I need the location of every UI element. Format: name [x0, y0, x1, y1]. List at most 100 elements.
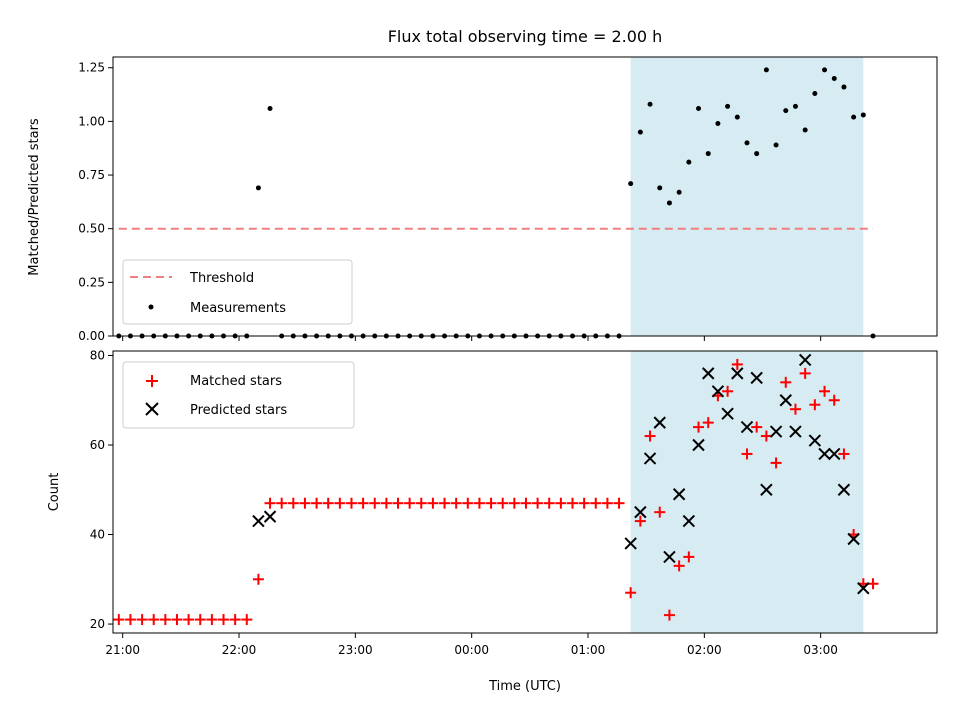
x-tick-label: 01:00: [571, 643, 606, 657]
bottom-panel: 20 40 60 80 21:00 22:00 23:00 00:00 01:00 02:00 0…: [47, 348, 938, 694]
matched-star-point: [828, 394, 840, 406]
matched-star-point: [450, 497, 462, 509]
matched-star-point: [601, 497, 613, 509]
matched-star-point: [555, 497, 567, 509]
predicted-star-point: [760, 483, 773, 496]
matched-star-point: [654, 506, 666, 518]
chart-title: Flux total observing time = 2.00 h: [388, 27, 663, 46]
measurement-point: [792, 103, 798, 109]
matched-star-point: [206, 614, 218, 626]
matched-star-point: [171, 614, 183, 626]
predicted-star-point: [624, 537, 637, 550]
predicted-star-point: [672, 488, 686, 501]
matched-star-point: [241, 614, 253, 626]
top-y-tick-label: 0.75: [78, 168, 105, 182]
matched-star-point: [838, 448, 850, 460]
matched-star-point: [392, 497, 404, 509]
top-y-tick-label: 1.00: [78, 114, 105, 128]
predicted-star-point: [721, 407, 734, 420]
measurement-point: [715, 121, 721, 127]
measurement-point: [754, 151, 760, 157]
matched-star-point: [634, 515, 646, 527]
bottom-axes-frame: [112, 350, 938, 634]
measurement-point: [657, 185, 663, 191]
predicted-star-point: [252, 514, 265, 528]
matched-star-point: [311, 497, 323, 509]
bottom-shaded-span: [630, 351, 864, 633]
matched-star-point: [497, 497, 509, 509]
matched-star-point: [148, 614, 160, 626]
predicted-star-point: [692, 438, 705, 452]
measurement-point: [628, 181, 634, 187]
matched-star-point: [809, 399, 821, 411]
top-y-tick-label: 0.50: [78, 222, 105, 236]
legend-matched-swatch: [146, 375, 158, 387]
matched-star-point: [625, 587, 637, 599]
measurement-point: [812, 90, 818, 96]
measurement-point: [802, 127, 808, 133]
matched-star-point: [751, 421, 763, 433]
matched-star-point: [357, 497, 369, 509]
matched-star-point: [322, 497, 334, 509]
matched-star-point: [819, 385, 831, 397]
matched-star-point: [520, 497, 532, 509]
bottom-legend: Matched stars Predicted stars: [122, 361, 355, 429]
measurement-point: [255, 185, 261, 191]
predicted-star-point: [769, 425, 783, 438]
matched-star-point: [415, 497, 427, 509]
predicted-star-point: [263, 510, 277, 523]
top-y-ticks: 0.00 0.25 0.50 0.75 1.00 1.25: [78, 61, 113, 343]
top-y-axis-label: Matched/Predicted stars: [27, 118, 42, 276]
matched-star-point: [334, 497, 346, 509]
bottom-y-tick-label: 80: [90, 348, 105, 362]
matched-stars-points: [113, 358, 879, 626]
x-tick-label: 21:00: [105, 643, 140, 657]
bottom-legend-box: [122, 361, 355, 429]
matched-star-point: [760, 430, 772, 442]
legend-predicted-swatch: [145, 402, 159, 416]
matched-star-point: [473, 497, 485, 509]
top-y-tick-label: 0.25: [78, 275, 105, 289]
matched-star-point: [578, 497, 590, 509]
predicted-star-point: [789, 425, 802, 438]
top-axes-frame: [112, 56, 938, 337]
measurement-point: [666, 200, 672, 206]
top-shaded-span: [630, 57, 864, 336]
measurement-point: [725, 103, 731, 109]
bottom-x-ticks: 21:00 22:00 23:00 00:00 01:00 02:00 03:00: [105, 633, 838, 657]
top-legend: Threshold Measurements: [122, 259, 353, 325]
matched-star-point: [673, 560, 685, 572]
measurement-point: [744, 140, 750, 146]
x-tick-label: 03:00: [803, 643, 838, 657]
predicted-star-point: [682, 514, 696, 528]
predicted-star-point: [731, 367, 744, 380]
top-panel: 0.00 0.25 0.50 0.75 1.00 1.25 Matched/Predict…: [27, 56, 938, 343]
measurement-point: [783, 108, 789, 114]
matched-star-point: [799, 367, 811, 379]
matched-star-point: [183, 614, 195, 626]
matched-star-point: [229, 614, 241, 626]
measurement-point: [773, 142, 779, 148]
predicted-star-point: [653, 416, 666, 429]
bottom-y-axis-label: Count: [47, 473, 62, 512]
x-tick-label: 02:00: [687, 643, 722, 657]
matched-star-point: [124, 614, 136, 626]
matched-star-point: [252, 573, 264, 585]
measurement-point: [851, 114, 857, 120]
predicted-star-point: [847, 532, 860, 546]
matched-star-point: [683, 551, 695, 563]
measurement-point: [696, 106, 702, 112]
matched-star-point: [276, 497, 288, 509]
matched-star-point: [439, 497, 451, 509]
x-tick-label: 22:00: [222, 643, 257, 657]
bottom-y-tick-label: 60: [90, 438, 105, 452]
matched-star-point: [722, 385, 734, 397]
matched-star-point: [485, 497, 497, 509]
legend-measurements-label: Measurements: [190, 301, 286, 316]
measurement-point: [705, 151, 711, 157]
matched-star-point: [590, 497, 602, 509]
measurement-point: [860, 112, 866, 118]
bottom-y-ticks: 20 40 60 80: [90, 348, 113, 631]
matched-star-point: [218, 614, 230, 626]
